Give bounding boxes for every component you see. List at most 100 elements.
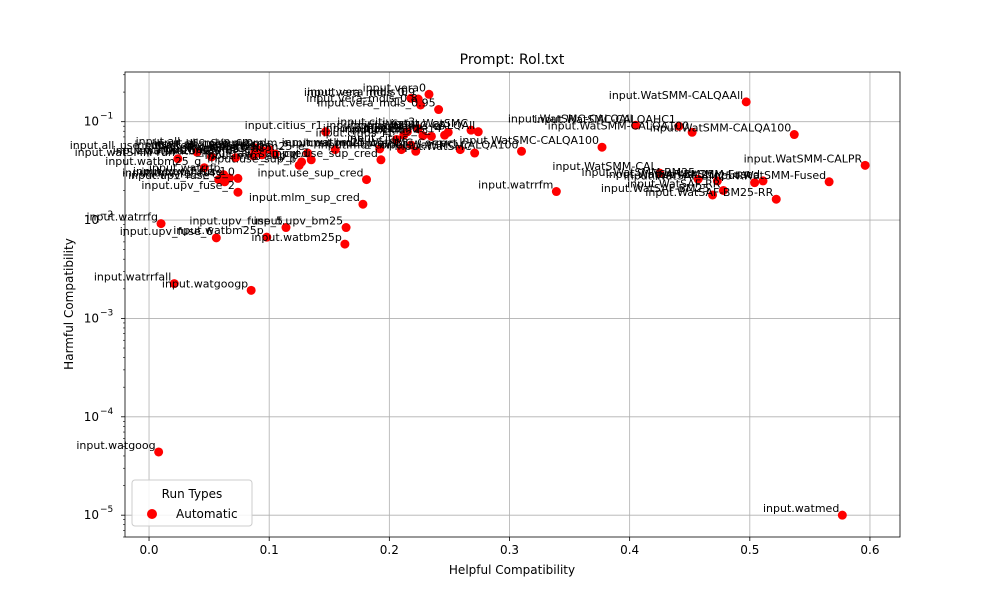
data-point [156,219,166,229]
data-point [416,100,426,110]
legend-entry: Automatic [176,507,238,521]
data-label: input.WatSMC-CALQAll [508,112,633,125]
data-label: input.watbm25_b [137,145,233,158]
data-label: input.vera_mdls_0.9 [304,86,415,99]
data-point [789,130,799,140]
y-axis-ticks: 10−510−410−310−210−1 [84,74,125,538]
data-label: input.watbm25_g [105,155,201,168]
data-label: input.all_use_sup_p [152,137,259,150]
data-label: input.citius_r1 [316,126,394,139]
y-tick-label: 10 [84,213,99,227]
legend: Run Types Automatic [131,479,253,527]
data-point [551,187,561,197]
data-point [375,144,385,154]
data-point [413,124,423,134]
data-point [824,177,834,187]
data-label: input.all_use_sup_cre [134,138,252,151]
data-label: input.watbm25_c [282,136,377,149]
data-point [406,140,416,150]
data-label: input.vera_mdls_0 [307,85,408,98]
data-point [655,168,665,178]
data-label: input.upv_fuse_1 [133,165,227,178]
data-point [424,89,434,99]
x-axis-label: Helpful Compatibility [449,563,575,577]
data-label: input.citius_r1 [245,119,323,132]
data-point [418,131,428,141]
data-label: input.citius_r4 [364,122,442,135]
data-label: input.WatSMM-CALQAAll [609,89,743,102]
y-tick-label: 10 [84,508,99,522]
data-label: input.WatSMC [394,140,471,153]
data-label: input.watrrfg [86,211,158,224]
y-tick-exponent: −1 [100,112,113,122]
data-point [718,185,728,195]
data-label: input.WatSAF-BM25 [606,168,715,181]
data-label: input.watrrfm [478,179,553,192]
data-point [396,145,406,155]
data-label: input.citius [347,132,408,145]
data-label: input.raw_sup_cred [201,147,308,160]
y-tick-exponent: −4 [100,407,114,417]
data-point [411,146,421,156]
legend-title: Run Types [162,487,223,501]
x-tick-label: 0.6 [860,543,879,557]
data-label: input.citius_r2 [326,119,404,132]
data-point [233,173,243,183]
data-label: input.upv_fuse_0 [141,165,235,178]
data-label: input.citius_r2 [342,123,420,136]
data-label: input.upv_fuse_5 [189,215,283,228]
data-label: input.watbm25_a [113,144,209,157]
data-label: input.vera_mdls_0.95 [317,97,435,110]
data-point [750,178,760,188]
data-label: input.all_use_sup_cred [70,139,194,152]
data-point [173,154,183,164]
x-axis-ticks: 0.0 0.1 0.2 0.3 0.4 0.5 0.6 [139,537,880,557]
data-point [708,190,718,200]
data-label: input.vera_mdls_0.8 [306,92,417,105]
data-label: input.WatSAF-RR [627,177,721,190]
data-label: input.upv_fuse_2 [141,179,235,192]
data-point [597,142,607,152]
data-point [306,155,316,165]
data-label: input.watbm25p [173,224,264,237]
data-label: input.watbm25 [189,141,273,154]
data-label: input.watbm25_e [209,140,305,153]
x-tick-label: 0.2 [380,543,399,557]
legend-marker [147,509,157,519]
data-point [199,163,209,173]
data-point [443,127,453,137]
data-point [470,148,480,158]
data-point [303,148,313,158]
data-point [517,146,527,156]
data-label: input.all_mlm_sup_p [154,137,266,150]
data-point [466,125,476,135]
data-point [211,233,221,243]
data-point [207,152,217,162]
data-label: input.upv_bm25 [254,215,343,228]
data-label: input.mlm_sup_cred [221,137,332,150]
data-label: input.watgoogp [162,277,248,290]
data-label: input.WatSMM-CALPR [744,152,863,165]
data-label: input.watmed [763,502,839,515]
data-point [297,157,307,167]
data-point [434,105,444,115]
data-point [251,143,261,153]
data-points [154,89,870,520]
data-point [687,127,697,137]
x-tick-label: 0.1 [260,543,279,557]
data-label: input.WatSMM-CALQA100 [548,119,689,132]
data-point [631,120,641,130]
data-point [219,170,229,180]
y-tick-label: 10 [84,115,99,129]
data-label: input.watrrfb [149,162,221,175]
data-point [741,97,751,107]
data-point [837,510,847,520]
data-point [358,199,368,209]
y-axis-label: Harmful Compatibility [62,238,76,370]
data-label: input.WatSMM-BM25 [582,166,696,179]
data-label: input.WatSAF-BM25-RR [624,170,752,183]
chart-title: Prompt: Rol.txt [460,52,565,68]
data-point [340,239,350,249]
data-point [392,134,402,144]
